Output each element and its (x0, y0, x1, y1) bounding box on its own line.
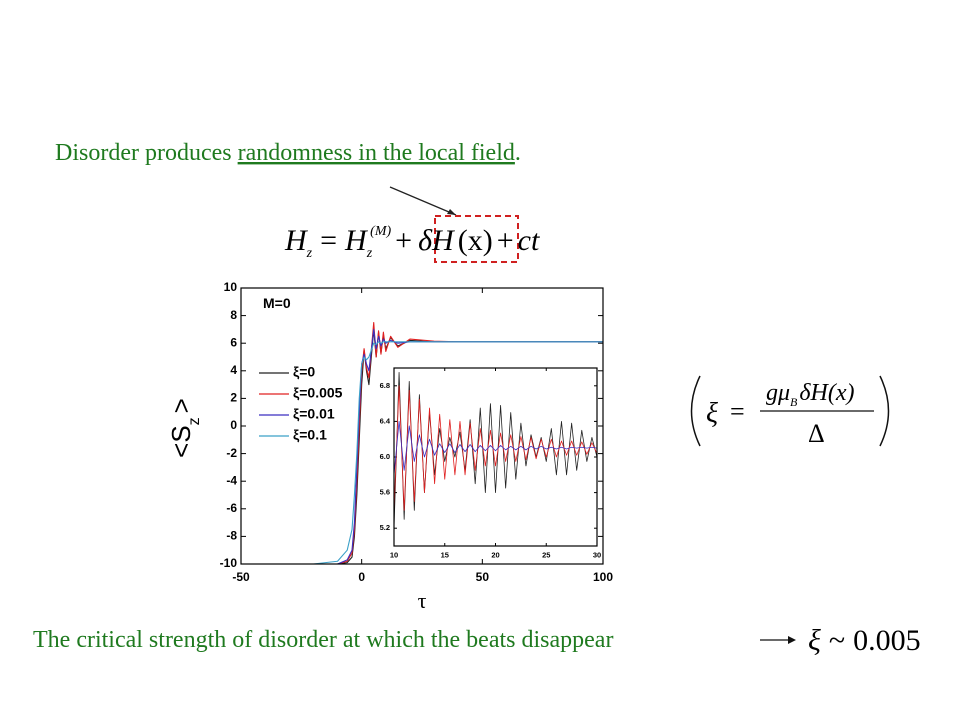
legend-label: ξ=0.1 (293, 427, 327, 443)
x-tick-label: -50 (232, 570, 250, 584)
y-label: > (166, 398, 196, 413)
subscript: B (790, 395, 798, 409)
symbol: ξ (808, 624, 821, 657)
y-tick-label: 6 (230, 335, 237, 349)
x-tick-label: 50 (476, 570, 490, 584)
symbol: δH (418, 224, 456, 257)
legend-label: ξ=0.01 (293, 406, 335, 422)
value: 0.005 (853, 624, 921, 657)
series-line (393, 385, 598, 511)
y-tick-label: 5.6 (380, 488, 390, 497)
operator: ~ (829, 624, 845, 657)
x-tick-label: 15 (441, 550, 449, 559)
numerator: gμBδH(x) (766, 380, 855, 409)
plot-area (394, 368, 597, 546)
series-line (241, 341, 603, 565)
symbol: ct (518, 224, 540, 257)
y-tick-label: 8 (230, 308, 237, 322)
x-axis-title: τ (418, 588, 427, 613)
y-axis-title: <Sz > (166, 398, 203, 458)
y-tick-label: -4 (226, 473, 237, 487)
y-tick-label: -10 (220, 556, 238, 570)
y-tick-label: 6.0 (380, 452, 390, 461)
symbol: gμ (766, 380, 790, 406)
x-tick-label: 30 (593, 550, 601, 559)
argument: (x) (458, 224, 493, 257)
annotation: M=0 (263, 295, 291, 311)
subscript: z (306, 246, 313, 261)
y-tick-label: 2 (230, 391, 237, 405)
paren (879, 375, 890, 447)
operator: = (730, 397, 745, 426)
heading-text: Disorder produces (55, 140, 238, 166)
y-tick-label: 6.8 (380, 381, 390, 390)
x-tick-label: 25 (542, 550, 550, 559)
y-tick-label: 6.4 (380, 416, 391, 425)
formula-bottom: ξ ~0.005 (808, 624, 921, 657)
series-line (393, 421, 598, 475)
heading: Disorder produces randomness in the loca… (55, 140, 521, 166)
y-label-sub: z (186, 417, 203, 425)
arrow-head (788, 636, 796, 644)
x-tick-label: 0 (358, 570, 365, 584)
y-tick-label: -6 (226, 501, 237, 515)
y-tick-label: 4 (230, 363, 237, 377)
x-tick-label: 20 (491, 550, 499, 559)
heading-text: . (515, 140, 521, 166)
legend-label: ξ=0.005 (293, 385, 343, 401)
arrow-head (447, 209, 456, 215)
subscript: z (366, 246, 373, 261)
y-tick-label: 5.2 (380, 523, 390, 532)
symbol: H (344, 224, 369, 257)
y-tick-label: -2 (226, 446, 237, 460)
paren (690, 375, 701, 447)
symbol: ξ (706, 398, 718, 429)
plot-frame (393, 367, 598, 547)
symbol: H (284, 224, 309, 257)
heading-underlined: randomness in the local field (238, 140, 515, 166)
formula-top: Hz = Hz(M) + δH (x) + ct (284, 224, 540, 261)
plot-frame (240, 287, 604, 565)
operator: + (497, 224, 514, 257)
highlight-box (434, 215, 519, 263)
conclusion: The critical strength of disorder at whi… (33, 627, 613, 653)
y-tick-label: -8 (226, 529, 237, 543)
operator: = (320, 224, 337, 257)
y-label: <S (166, 425, 196, 458)
legend-label: ξ=0 (293, 364, 315, 380)
x-tick-label: 100 (593, 570, 613, 584)
y-tick-label: 10 (224, 280, 238, 294)
x-tick-label: 10 (390, 550, 398, 559)
operator: + (395, 224, 412, 257)
superscript: (M) (370, 224, 391, 239)
pointer-arrow (389, 186, 457, 216)
y-tick-label: 0 (230, 418, 237, 432)
symbol: δH(x) (799, 380, 854, 406)
denominator: Δ (808, 419, 825, 448)
charts: -10 -8 -6 -4 -2 0 2 4 6 8 10 -50 0 50 100 M=0 ξ=0 ξ=0.005… (220, 280, 614, 584)
